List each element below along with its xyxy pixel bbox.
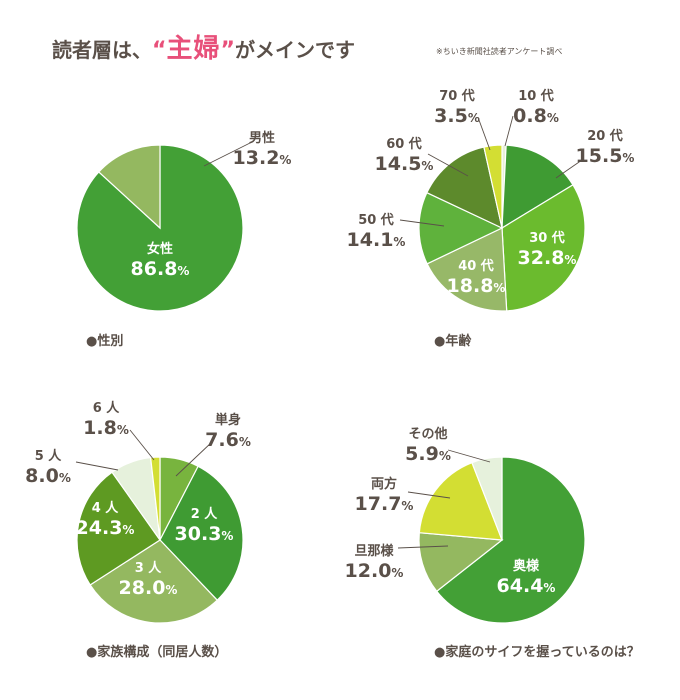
- quote-close: ”: [220, 38, 235, 63]
- pie-slice: [418, 532, 504, 593]
- slice-value: 64.4%: [497, 575, 556, 597]
- slice-value: 13.2%: [233, 147, 292, 169]
- slice-label: 70 代: [439, 88, 475, 104]
- pie-slice: [501, 184, 586, 312]
- slice-label: 40 代: [458, 258, 494, 274]
- pie-slice: [159, 465, 244, 601]
- pie-slice: [97, 144, 161, 230]
- leader-line: [407, 491, 451, 499]
- page-title: 読者層は、“主婦”がメインです: [52, 28, 355, 65]
- pie-slice: [149, 456, 161, 541]
- slice-value: 1.8%: [83, 417, 129, 439]
- slice-value: 0.8%: [513, 105, 559, 127]
- slice-value: 8.0%: [25, 465, 71, 487]
- pie-slice: [435, 456, 586, 624]
- slice-label: 女性: [147, 241, 173, 257]
- slice-value: 30.3%: [175, 523, 234, 545]
- slice-label: 6 人: [93, 400, 121, 416]
- leader-line: [504, 115, 514, 147]
- slice-value: 5.9%: [405, 443, 451, 465]
- slice-value: 18.8%: [447, 275, 506, 297]
- pie-slice: [483, 144, 503, 229]
- caption-wallet: ●家庭のサイフを握っているのは？: [434, 645, 640, 660]
- slice-label: その他: [408, 426, 447, 442]
- header: 読者層は、“主婦”がメインです ※ちいき新聞社読者アンケート調べ: [0, 0, 680, 80]
- pie-slice: [426, 227, 508, 312]
- leader-line: [175, 441, 213, 477]
- slice-value: 14.5%: [375, 153, 434, 175]
- pie-slice: [89, 539, 219, 624]
- pie-slice: [418, 191, 504, 265]
- pie-slice: [418, 461, 503, 541]
- slice-label: 単身: [215, 412, 241, 428]
- title-after: がメインです: [234, 38, 355, 62]
- slice-label: 5 人: [35, 448, 63, 464]
- slice-label: 2 人: [191, 506, 219, 522]
- slice-value: 17.7%: [355, 493, 414, 515]
- slice-label: 30 代: [529, 230, 565, 246]
- leader-line: [427, 153, 469, 177]
- slice-label: 男性: [249, 130, 275, 146]
- leader-line: [399, 219, 445, 227]
- slice-value: 12.0%: [345, 560, 404, 582]
- source-note: ※ちいき新聞社読者アンケート調べ: [436, 47, 563, 56]
- leader-line: [478, 119, 491, 151]
- slice-label: 50 代: [358, 212, 394, 228]
- title-before: 読者層は、: [52, 38, 152, 62]
- title-highlight: 主婦: [166, 34, 221, 64]
- slice-value: 14.1%: [347, 229, 406, 251]
- pie-slice: [501, 144, 574, 230]
- leader-line: [129, 429, 155, 461]
- caption-age: ●年齢: [434, 334, 472, 349]
- slice-value: 15.5%: [576, 145, 635, 167]
- leader-line: [447, 449, 491, 463]
- leader-line: [555, 159, 583, 179]
- slice-value: 28.0%: [119, 577, 178, 599]
- caption-gender: ●性別: [86, 334, 124, 349]
- caption-household: ●家族構成（同居人数）: [86, 645, 228, 660]
- quote-open: “: [152, 38, 167, 63]
- pie-slice: [76, 471, 161, 586]
- slice-label: 60 代: [386, 136, 422, 152]
- slice-label: 4 人: [92, 500, 120, 516]
- slice-label: 3 人: [135, 560, 163, 576]
- leader-line: [75, 461, 119, 471]
- slice-value: 32.8%: [518, 247, 577, 269]
- slice-label: 旦那様: [354, 543, 394, 559]
- leader-line: [203, 141, 253, 167]
- pie-slice: [471, 456, 503, 541]
- slice-value: 7.6%: [205, 429, 251, 451]
- slice-value: 3.5%: [434, 105, 480, 127]
- pie-chart-2: 10 代0.8%20 代15.5%30 代32.8%40 代18.8%50 代1…: [347, 88, 635, 312]
- slice-value: 86.8%: [131, 258, 190, 280]
- slice-label: 20 代: [587, 128, 623, 144]
- slice-label: 10 代: [518, 88, 554, 104]
- pie-slice: [76, 144, 244, 312]
- slice-label: 両方: [371, 476, 397, 492]
- pie-slice: [426, 146, 503, 230]
- slice-value: 24.3%: [76, 517, 135, 539]
- pie-chart-3: 単身7.6% 2 人30.3% 3 人28.0% 4 人24.3% 5 人8.0% 6 人…: [25, 400, 251, 624]
- leader-line: [397, 545, 449, 549]
- slice-label: 奥様: [513, 558, 540, 574]
